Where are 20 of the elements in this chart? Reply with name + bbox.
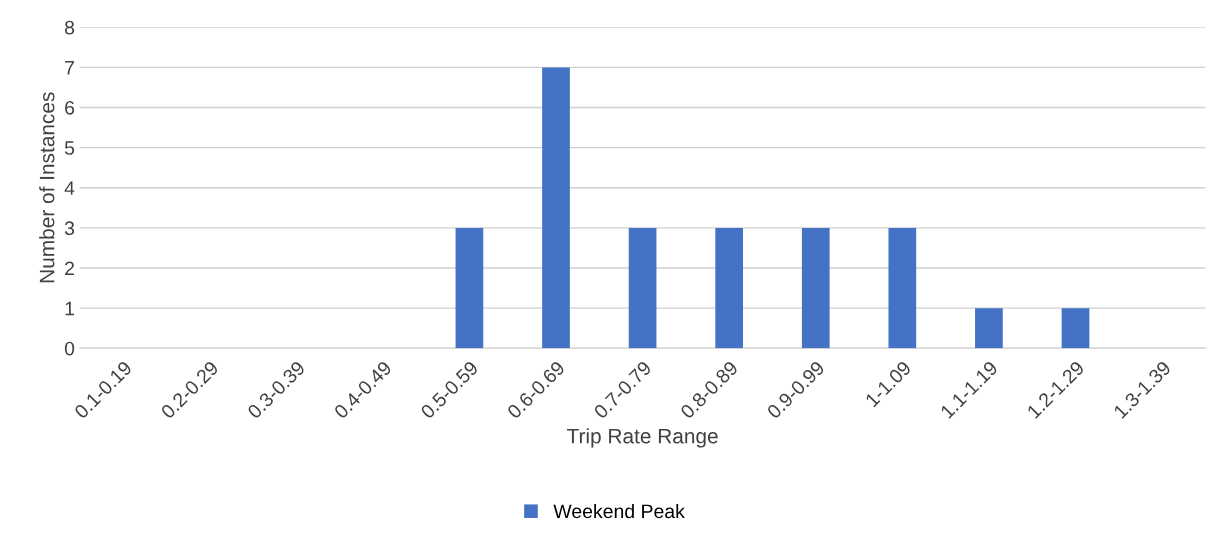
y-tick-label: 4	[64, 181, 75, 195]
bar	[888, 227, 917, 349]
y-tick-label: 0	[64, 341, 75, 356]
y-tick-label: 1	[65, 301, 74, 316]
y-tick-label: 8	[64, 20, 75, 35]
y-tick-label: 2	[65, 261, 74, 276]
bar	[455, 227, 484, 349]
bar	[975, 308, 1003, 349]
y-tick-label: 5	[64, 141, 75, 155]
bar	[542, 67, 570, 349]
x-axis-title: Trip Rate Range	[567, 428, 718, 448]
legend-label: Weekend Peak	[553, 503, 685, 519]
y-tick-label: 6	[65, 100, 75, 115]
bar	[801, 227, 830, 349]
bar	[715, 227, 744, 349]
y-tick-label: 7	[65, 61, 74, 75]
bar	[628, 227, 657, 349]
y-tick-label: 3	[64, 221, 75, 236]
y-axis-title: Number of Instances	[39, 92, 55, 283]
bar	[1061, 308, 1090, 349]
